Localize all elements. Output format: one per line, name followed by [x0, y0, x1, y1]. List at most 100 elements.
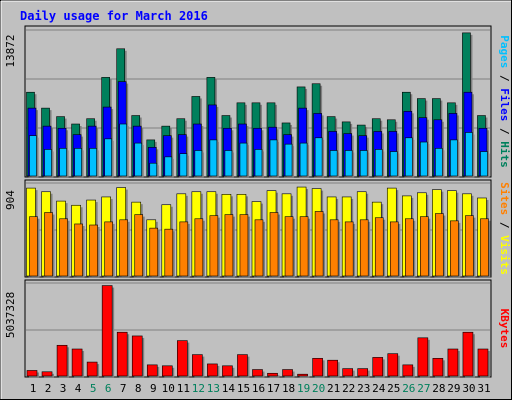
- sites-bar-day-20: [314, 211, 324, 277]
- right-label-top-part-1: /: [498, 68, 511, 88]
- day-label-16: 16: [252, 382, 265, 395]
- kbytes-bar-day-29: [447, 348, 459, 377]
- sites-bar-day-30: [465, 215, 474, 277]
- kbytes-bar-day-20: [312, 358, 323, 377]
- kbytes-bar-day-22: [342, 368, 353, 377]
- right-label-bottom: KBytes: [498, 309, 511, 349]
- day-label-20: 20: [312, 382, 325, 395]
- day-label-23: 23: [357, 382, 370, 395]
- pages-bar-day-25: [389, 151, 398, 177]
- right-label-top-part-0: Pages: [498, 35, 511, 68]
- sites-bar-day-13: [209, 215, 219, 277]
- kbytes-bar-day-19: [297, 373, 308, 377]
- panel-kbytes: 5037328 KBytes: [4, 279, 511, 378]
- pages-bar-day-19: [299, 142, 308, 177]
- day-label-19: 19: [297, 382, 310, 395]
- pages-bar-day-23: [359, 150, 368, 177]
- day-label-25: 25: [387, 382, 400, 395]
- sites-bar-day-22: [344, 221, 354, 277]
- kbytes-bar-day-23: [357, 368, 369, 377]
- pages-bar-day-13: [209, 139, 218, 177]
- pages-bar-day-26: [405, 137, 413, 177]
- day-label-9: 9: [150, 382, 157, 395]
- day-label-8: 8: [135, 382, 142, 395]
- kbytes-bar-day-17: [267, 372, 278, 377]
- pages-bar-day-27: [420, 141, 428, 177]
- kbytes-bar-day-14: [222, 365, 233, 377]
- pages-bar-day-22: [344, 150, 353, 177]
- day-label-24: 24: [372, 382, 386, 395]
- sites-bar-day-16: [254, 219, 264, 277]
- kbytes-bar-day-17-shadow: [269, 375, 280, 378]
- pages-bar-day-12: [194, 150, 203, 177]
- kbytes-bar-day-24: [372, 357, 384, 377]
- sites-bar-day-29: [450, 220, 459, 277]
- sites-bar-day-11: [179, 221, 189, 277]
- pages-bar-day-30: [465, 132, 473, 177]
- kbytes-bar-day-9: [146, 364, 158, 377]
- day-label-10: 10: [162, 382, 175, 395]
- kbytes-bar-day-2: [41, 371, 53, 377]
- day-label-27: 27: [417, 382, 430, 395]
- day-label-31: 31: [477, 382, 490, 395]
- day-label-1: 1: [30, 382, 37, 395]
- pages-bar-day-6: [104, 138, 112, 177]
- right-label-top-part-3: /: [498, 121, 511, 141]
- pages-bar-day-8: [134, 142, 143, 177]
- pages-bar-day-24: [374, 149, 383, 177]
- pages-bar-day-14: [224, 150, 233, 177]
- day-label-15: 15: [237, 382, 250, 395]
- sites-bar-day-18: [284, 216, 294, 277]
- day-label-3: 3: [60, 382, 67, 395]
- sites-bar-day-10: [164, 228, 174, 277]
- right-label-top: Pages / Files / Hits: [498, 35, 511, 168]
- pages-bar-day-10: [164, 156, 173, 177]
- day-label-29: 29: [447, 382, 460, 395]
- day-label-28: 28: [432, 382, 445, 395]
- pages-bar-day-16: [254, 149, 263, 177]
- kbytes-bar-day-1: [26, 370, 38, 377]
- sites-bar-day-9: [149, 227, 159, 277]
- pages-bar-day-21: [329, 150, 338, 177]
- pages-bar-day-17: [269, 139, 278, 177]
- right-label-middle-part-1: /: [498, 215, 511, 235]
- day-label-12: 12: [192, 382, 205, 395]
- kbytes-bar-day-28: [432, 358, 444, 377]
- sites-bar-day-24: [374, 217, 384, 277]
- pages-bar-day-2: [44, 149, 52, 177]
- right-label-middle-part-2: Visits: [498, 235, 511, 275]
- sites-bar-day-2: [44, 212, 53, 277]
- right-label-middle: Sites / Visits: [498, 182, 511, 275]
- kbytes-bar-day-21: [327, 359, 338, 377]
- kbytes-bar-day-18: [282, 369, 293, 377]
- kbytes-bar-day-4: [71, 348, 83, 377]
- day-label-5: 5: [90, 382, 97, 395]
- kbytes-bar-day-5: [86, 361, 98, 377]
- day-label-26: 26: [402, 382, 415, 395]
- bottom-panel-max-label: 5037328: [4, 292, 17, 338]
- kbytes-bar-day-16: [252, 369, 263, 377]
- sites-bar-day-28: [435, 213, 444, 277]
- kbytes-bar-day-11: [177, 340, 188, 377]
- kbytes-bar-day-6: [101, 285, 113, 377]
- kbytes-bar-day-12: [192, 354, 203, 377]
- sites-bar-day-23: [359, 219, 369, 277]
- sites-bar-day-8: [134, 214, 144, 277]
- pages-bar-day-20: [314, 137, 323, 177]
- pages-bar-day-15: [239, 142, 248, 177]
- kbytes-bar-day-7: [116, 331, 128, 377]
- chart-title: Daily usage for March 2016: [20, 9, 208, 23]
- right-label-middle-part-0: Sites: [498, 182, 511, 215]
- sites-bar-day-17: [269, 212, 279, 277]
- pages-bar-day-5: [89, 148, 97, 177]
- day-label-7: 7: [120, 382, 127, 395]
- sites-bar-day-4: [74, 223, 83, 277]
- pages-bar-day-11: [179, 153, 188, 177]
- sites-bar-day-12: [194, 218, 204, 277]
- sites-bar-day-5: [89, 224, 98, 277]
- kbytes-bar-day-25: [387, 353, 399, 377]
- sites-bar-day-31: [480, 218, 489, 277]
- sites-bar-day-19: [299, 216, 309, 277]
- kbytes-bar-day-31: [477, 348, 489, 377]
